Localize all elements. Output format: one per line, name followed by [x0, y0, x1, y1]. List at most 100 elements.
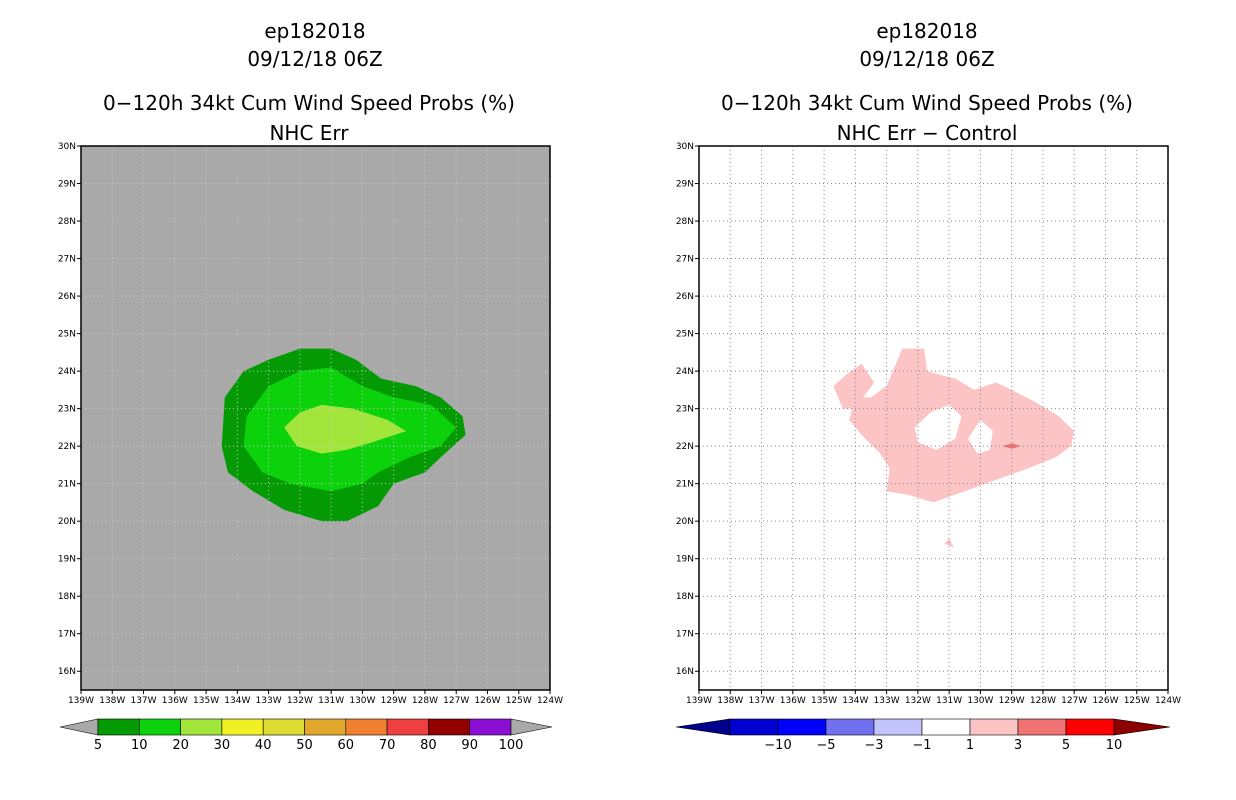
colorbar-swatch — [428, 718, 470, 736]
colorbar-label: 3 — [1014, 738, 1022, 753]
colorbar-label: 10 — [1106, 738, 1123, 753]
y-tick-label: 20N — [676, 517, 694, 527]
colorbar-label: 5 — [1062, 738, 1070, 753]
x-tick-label: 130W — [967, 696, 993, 706]
x-tick-label: 127W — [1061, 696, 1087, 706]
colorbar-label: 1 — [966, 738, 974, 753]
colorbar-label: 50 — [296, 738, 313, 753]
x-tick-label: 126W — [474, 696, 500, 706]
colorbar-swatch — [825, 718, 875, 736]
x-tick-label: 124W — [537, 696, 563, 706]
x-tick-label: 132W — [905, 696, 931, 706]
y-tick-label: 24N — [58, 367, 76, 377]
x-tick-label: 134W — [842, 696, 868, 706]
x-tick-label: 133W — [874, 696, 900, 706]
x-tick-label: 125W — [506, 696, 532, 706]
x-tick-label: 126W — [1092, 696, 1118, 706]
left-panel: ep182018 09/12/18 06Z 0−120h 34kt Cum Wi… — [58, 19, 563, 753]
colorbar-swatch — [139, 718, 181, 736]
colorbar-swatch — [969, 718, 1019, 736]
colorbar-label: −1 — [912, 738, 931, 753]
x-tick-label: 134W — [224, 696, 250, 706]
y-tick-label: 21N — [676, 480, 694, 490]
y-tick-label: 22N — [58, 442, 76, 452]
y-tick-label: 23N — [676, 405, 694, 415]
colorbar-label: −10 — [764, 738, 791, 753]
x-tick-label: 129W — [381, 696, 407, 706]
colorbar-label: 100 — [499, 738, 524, 753]
colorbar-swatch — [729, 718, 779, 736]
colorbar-label: 80 — [420, 738, 437, 753]
y-tick-label: 28N — [58, 217, 76, 227]
y-tick-label: 18N — [58, 592, 76, 602]
y-tick-label: 25N — [58, 330, 76, 340]
colorbar-swatch — [180, 718, 223, 736]
left-plot-area: 139W 138W 137W 136W 135W 134W 133W 132W 131W 130W… — [58, 142, 563, 706]
y-tick-label: 19N — [676, 555, 694, 565]
plot-frame — [80, 145, 551, 691]
y-tick-label: 20N — [58, 517, 76, 527]
colorbar-swatch — [304, 718, 347, 736]
y-tick-label: 17N — [676, 630, 694, 640]
contour-20-30-2 — [284, 404, 407, 454]
x-tick-label: 128W — [1030, 696, 1056, 706]
x-tick-label: 136W — [162, 696, 188, 706]
y-tick-label: 22N — [676, 442, 694, 452]
colorbar-swatch — [262, 718, 305, 736]
y-tick-label: 26N — [58, 292, 76, 302]
right-title-line-4: NHC Err − Control — [837, 121, 1018, 145]
contour-1-3-1 — [833, 363, 875, 409]
colorbar-swatch — [1017, 718, 1067, 736]
y-tick-label: 29N — [58, 180, 76, 190]
y-tick-label: 27N — [676, 255, 694, 265]
y-tick-label: 16N — [676, 667, 694, 677]
y-tick-label: 25N — [676, 330, 694, 340]
x-tick-label: 131W — [936, 696, 962, 706]
right-colorbar: −10 −5 −3 −1 1 3 5 10 — [675, 718, 1171, 753]
y-tick-label: 29N — [676, 180, 694, 190]
left-title-line-2: 09/12/18 06Z — [247, 47, 382, 71]
colorbar-over-arrow — [1113, 718, 1171, 736]
colorbar-label: 90 — [461, 738, 478, 753]
colorbar-over-arrow — [510, 718, 553, 736]
colorbar-swatch — [345, 718, 388, 736]
x-tick-label: 138W — [717, 696, 743, 706]
colorbar-swatch — [921, 718, 971, 736]
x-tick-label: 138W — [99, 696, 125, 706]
y-tick-label: 16N — [58, 667, 76, 677]
x-tick-label: 132W — [287, 696, 313, 706]
y-tick-label: 23N — [58, 405, 76, 415]
contour-hole-1 — [967, 419, 993, 454]
colorbar-label: 5 — [94, 738, 102, 753]
colorbar-under-arrow — [59, 718, 99, 736]
x-tick-label: 128W — [412, 696, 438, 706]
plot-frame — [698, 145, 1169, 691]
y-tick-label: 19N — [58, 555, 76, 565]
colorbar-label: 60 — [338, 738, 355, 753]
right-plot-area: 139W 138W 137W 136W 135W 134W 133W 132W 131W 130W… — [676, 142, 1181, 706]
colorbar-swatch — [873, 718, 923, 736]
x-tick-label: 133W — [256, 696, 282, 706]
right-title-line-3: 0−120h 34kt Cum Wind Speed Probs (%) — [721, 91, 1133, 115]
y-tick-label: 17N — [58, 630, 76, 640]
left-title-line-1: ep182018 — [264, 19, 365, 43]
y-tick-label: 28N — [676, 217, 694, 227]
y-tick-label: 26N — [676, 292, 694, 302]
x-tick-label: 135W — [811, 696, 837, 706]
colorbar-swatch — [1065, 718, 1115, 736]
left-title-line-3: 0−120h 34kt Cum Wind Speed Probs (%) — [103, 91, 515, 115]
y-tick-label: 18N — [676, 592, 694, 602]
x-tick-label: 137W — [130, 696, 156, 706]
colorbar-under-arrow — [675, 718, 731, 736]
colorbar-swatch — [97, 718, 140, 736]
colorbar-swatch — [386, 718, 429, 736]
colorbar-label: 20 — [172, 738, 189, 753]
colorbar-label: −5 — [816, 738, 835, 753]
x-tick-label: 127W — [443, 696, 469, 706]
y-tick-label: 30N — [58, 142, 76, 152]
x-tick-label: 135W — [193, 696, 219, 706]
x-tick-label: 139W — [686, 696, 712, 706]
colorbar-label: 70 — [379, 738, 396, 753]
colorbar-label: 30 — [214, 738, 231, 753]
left-title-line-4: NHC Err — [269, 121, 349, 145]
